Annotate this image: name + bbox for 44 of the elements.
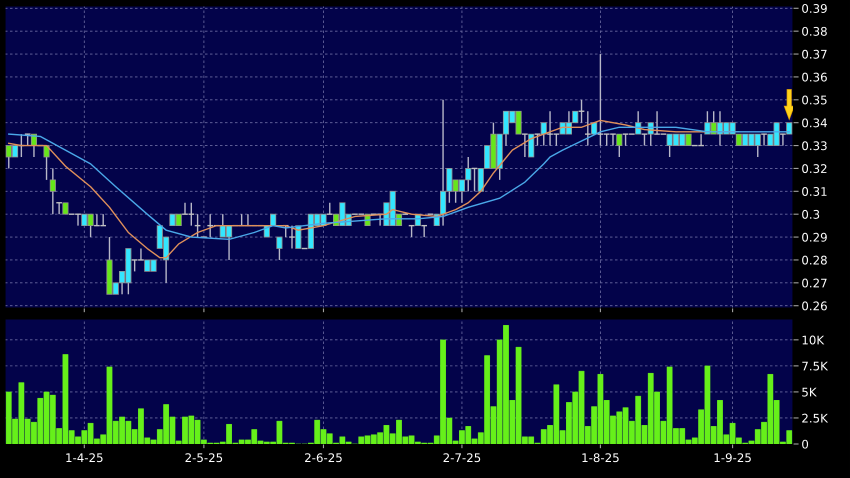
y-tick-label: 0.37 [802, 50, 827, 59]
candlestick [50, 168, 56, 215]
candlestick [534, 133, 541, 146]
candlestick [288, 224, 296, 250]
y-tick-label: 0.35 [802, 96, 827, 104]
y-tick-label: 2.5K [802, 414, 828, 423]
x-tick-label: 2-7-25 [444, 453, 480, 462]
candlestick [420, 224, 428, 238]
candlestick [760, 133, 768, 146]
y-tick-label: 0.33 [802, 141, 827, 150]
y-tick-label: 0.27 [802, 278, 827, 288]
candlestick [584, 110, 592, 146]
x-tick-label: 1-8-25 [582, 453, 619, 462]
y-tick-label: 10K [802, 336, 824, 344]
y-tick-label: 0 [802, 440, 808, 449]
y-tick-label: 0.32 [802, 164, 826, 174]
candlestick [408, 224, 416, 238]
y-tick-label: 5K [802, 388, 817, 397]
x-tick-label: 1-9-25 [714, 453, 751, 462]
x-tick-label: 1-4-25 [66, 453, 103, 462]
candlestick [578, 99, 586, 124]
y-tick-label: 0.36 [802, 72, 827, 82]
y-tick-label: 0.29 [802, 232, 827, 242]
y-tick-label: 7.5K [802, 362, 828, 371]
candlestick [194, 214, 202, 238]
candlestick [326, 202, 334, 215]
y-tick-label: 0.38 [802, 26, 827, 36]
y-tick-label: 0.39 [802, 4, 827, 13]
candlestick [521, 133, 528, 158]
y-tick-label: 0.34 [802, 118, 827, 128]
candlestick [528, 134, 534, 158]
y-tick-label: 0.3 [802, 210, 820, 219]
candlestick [56, 202, 63, 215]
candlestick [276, 236, 282, 261]
x-tick-label: 2-6-25 [305, 453, 342, 462]
y-tick-label: 0.31 [802, 187, 827, 196]
x-tick-label: 2-5-25 [185, 453, 222, 462]
y-tick-label: 0.26 [802, 301, 827, 310]
y-tick-label: 0.28 [802, 256, 827, 265]
candlestick [471, 168, 478, 192]
candlestick [779, 133, 786, 146]
candlestick [206, 214, 214, 238]
candlestick [62, 202, 68, 215]
candlestick [640, 133, 648, 146]
